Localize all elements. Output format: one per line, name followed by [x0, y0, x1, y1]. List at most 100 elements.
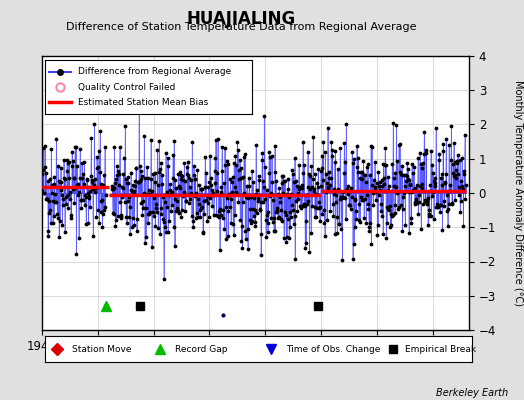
Point: [404, 176, 412, 182]
Point: [385, 207, 394, 213]
Point: [113, 162, 122, 169]
Point: [369, 177, 378, 184]
Point: [264, 220, 272, 226]
Point: [149, 212, 158, 219]
Point: [56, 218, 64, 224]
Point: [179, 176, 187, 183]
Point: [99, 182, 107, 188]
Point: [77, 204, 85, 211]
Point: [46, 176, 54, 182]
Point: [417, 226, 425, 232]
Point: [455, 156, 464, 163]
Point: [308, 184, 316, 190]
Point: [312, 214, 320, 220]
Point: [332, 192, 340, 198]
Text: Time of Obs. Change: Time of Obs. Change: [286, 344, 380, 354]
Point: [211, 168, 220, 174]
Point: [397, 171, 405, 178]
Point: [363, 164, 371, 170]
Point: [172, 198, 181, 204]
Point: [422, 201, 431, 207]
Point: [287, 191, 295, 197]
Point: [389, 120, 397, 126]
Point: [82, 176, 91, 182]
Point: [136, 163, 144, 170]
Point: [449, 160, 457, 167]
Point: [137, 176, 145, 182]
Point: [415, 199, 423, 205]
Point: [388, 160, 397, 167]
Point: [418, 185, 427, 192]
Point: [359, 197, 367, 203]
Point: [357, 194, 365, 200]
Point: [422, 147, 430, 153]
Point: [298, 203, 306, 210]
Point: [228, 174, 237, 180]
Point: [83, 184, 92, 190]
Point: [158, 181, 166, 187]
Point: [371, 184, 379, 191]
Point: [210, 180, 219, 186]
Point: [156, 205, 165, 211]
Y-axis label: Monthly Temperature Anomaly Difference (°C): Monthly Temperature Anomaly Difference (…: [513, 80, 523, 306]
Point: [127, 224, 136, 230]
Point: [214, 213, 222, 219]
Point: [254, 198, 263, 204]
Point: [224, 208, 233, 214]
Point: [355, 175, 364, 181]
Point: [71, 184, 80, 191]
Point: [458, 186, 467, 193]
Point: [135, 179, 143, 185]
Point: [60, 175, 69, 181]
Point: [345, 202, 353, 208]
Point: [271, 228, 280, 234]
Point: [73, 162, 81, 169]
Point: [256, 199, 265, 206]
Point: [392, 190, 401, 196]
Point: [98, 196, 106, 203]
Point: [217, 188, 225, 195]
Point: [429, 189, 437, 195]
Point: [283, 191, 291, 197]
Point: [399, 194, 408, 200]
Point: [177, 171, 185, 178]
Point: [309, 188, 318, 194]
Point: [268, 219, 277, 225]
Point: [270, 168, 279, 175]
Point: [214, 214, 223, 220]
Point: [398, 172, 406, 178]
Point: [162, 204, 171, 210]
Point: [344, 182, 352, 189]
Point: [119, 171, 127, 177]
Point: [290, 178, 298, 185]
Point: [447, 201, 456, 208]
Point: [162, 229, 170, 235]
Point: [48, 182, 57, 188]
Point: [376, 178, 384, 185]
Point: [313, 180, 322, 186]
Point: [291, 213, 300, 219]
Point: [145, 211, 153, 217]
Point: [40, 190, 48, 196]
Point: [341, 158, 349, 165]
Point: [438, 171, 446, 178]
Point: [125, 194, 133, 200]
Point: [205, 179, 214, 185]
Point: [376, 187, 384, 193]
Point: [50, 213, 58, 220]
Point: [269, 215, 278, 221]
Point: [379, 161, 388, 167]
Point: [352, 207, 360, 214]
Point: [81, 192, 90, 198]
Point: [315, 199, 323, 206]
Point: [443, 208, 451, 214]
Point: [163, 189, 171, 195]
Point: [124, 174, 132, 180]
Point: [440, 203, 448, 210]
Point: [245, 183, 254, 189]
Point: [454, 152, 462, 158]
Point: [337, 194, 346, 200]
Point: [209, 190, 217, 196]
Point: [249, 212, 258, 219]
Point: [236, 174, 245, 181]
